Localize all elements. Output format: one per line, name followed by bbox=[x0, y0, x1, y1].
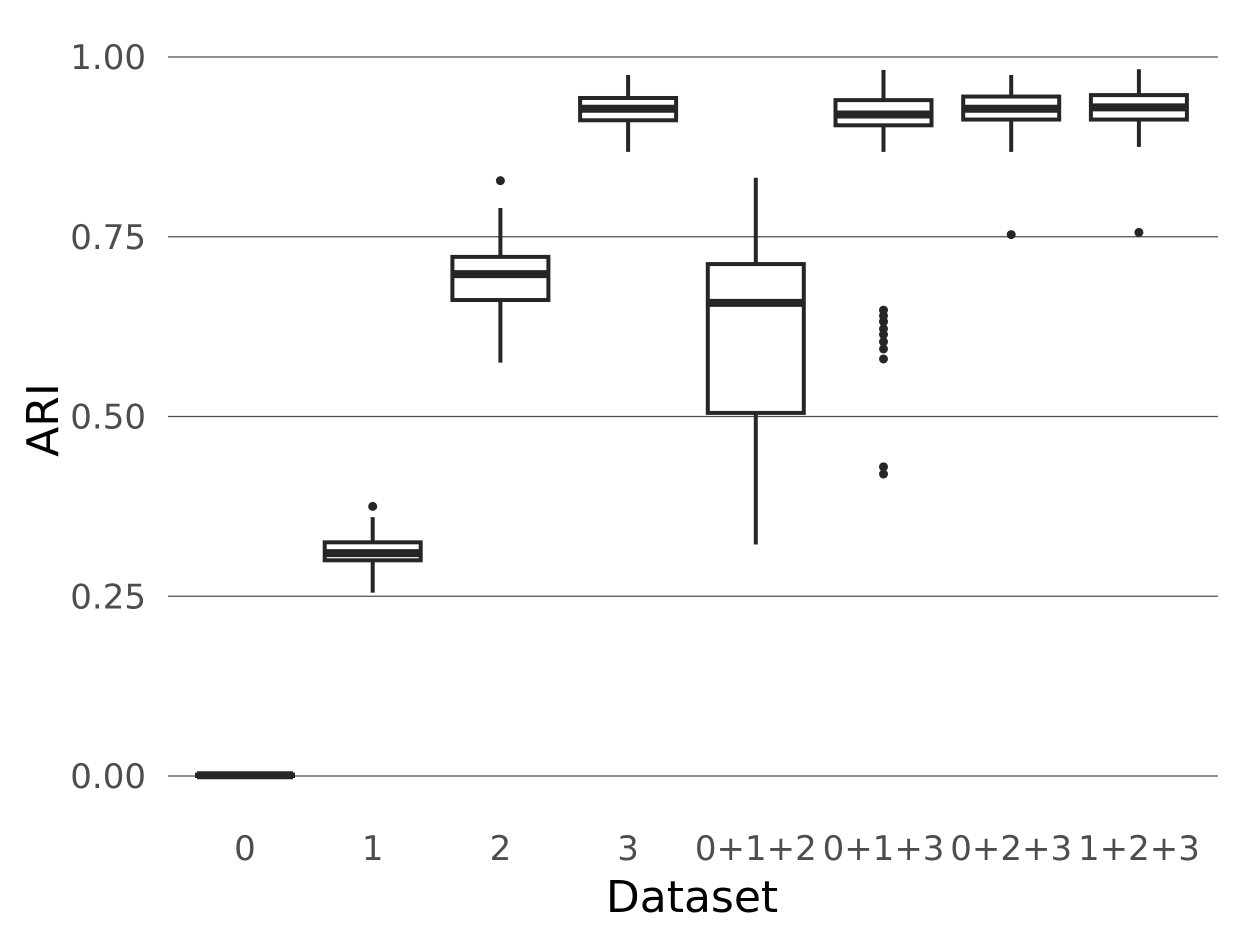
box-iqr bbox=[450, 254, 551, 303]
x-tick-label: 1 bbox=[362, 829, 384, 869]
outlier-point bbox=[879, 469, 888, 479]
box-iqr bbox=[705, 262, 806, 415]
box-3 bbox=[578, 74, 679, 152]
outlier-point bbox=[1134, 227, 1144, 237]
outlier-point bbox=[1006, 230, 1016, 240]
x-tick-label: 1+2+3 bbox=[1078, 829, 1200, 869]
box-0+1+3 bbox=[833, 69, 934, 479]
box-0+2+3 bbox=[961, 74, 1062, 240]
x-tick-label: 0 bbox=[234, 829, 256, 869]
y-tick-label: 0.25 bbox=[70, 577, 146, 617]
outlier-point bbox=[495, 176, 505, 186]
x-tick-label: 0+2+3 bbox=[950, 829, 1072, 869]
y-tick-label: 0.50 bbox=[70, 398, 146, 438]
outlier-point bbox=[879, 337, 888, 347]
y-tick-label: 1.00 bbox=[70, 38, 146, 78]
box-1+2+3 bbox=[1088, 69, 1189, 237]
y-tick-label: 0.00 bbox=[70, 757, 146, 797]
outlier-point bbox=[879, 330, 888, 340]
box-0 bbox=[195, 771, 295, 780]
box-0+1+2 bbox=[705, 177, 806, 545]
outlier-point bbox=[879, 317, 888, 327]
y-tick-label: 0.75 bbox=[70, 218, 146, 258]
x-tick-labels: 0 1 2 3 0+1+2 0+1+3 0+2+3 1+2+3 bbox=[234, 829, 1200, 869]
box-2 bbox=[450, 176, 551, 363]
box-1 bbox=[322, 501, 423, 593]
grid-lines bbox=[168, 56, 1218, 777]
x-tick-label: 2 bbox=[490, 829, 512, 869]
x-tick-label: 3 bbox=[617, 829, 639, 869]
x-axis-title: Dataset bbox=[606, 872, 778, 923]
y-axis-title: ARI bbox=[18, 383, 69, 457]
outlier-point bbox=[879, 354, 888, 364]
outlier-point bbox=[368, 501, 378, 511]
x-tick-label: 0+1+2 bbox=[695, 829, 817, 869]
x-tick-label: 0+1+3 bbox=[823, 829, 945, 869]
outlier-point bbox=[879, 462, 888, 472]
y-tick-labels: 0.00 0.25 0.50 0.75 1.00 bbox=[70, 38, 146, 797]
outlier-point bbox=[879, 344, 888, 354]
boxes bbox=[195, 69, 1189, 780]
